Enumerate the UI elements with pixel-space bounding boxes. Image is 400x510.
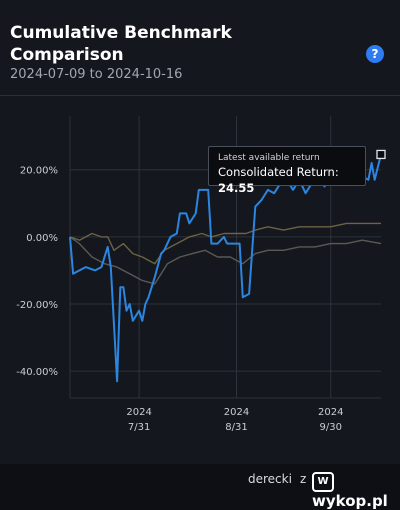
card-header: Cumulative Benchmark Comparison 2024-07-… [0, 0, 400, 96]
tooltip-heading: Latest available return [218, 153, 320, 163]
chart-title: Cumulative Benchmark Comparison [10, 23, 232, 65]
help-icon[interactable]: ? [366, 45, 384, 63]
date-range: 2024-07-09 to 2024-10-16 [10, 67, 183, 82]
watermark-footer: derecki z Wwykop.pl [0, 464, 400, 510]
tooltip-label: Consolidated Return: [218, 165, 339, 179]
wykop-logo-icon: W [312, 472, 334, 492]
x-tick-label: 9/30 [320, 422, 342, 433]
tooltip-value: 24.55 [218, 181, 255, 195]
chart-area: 20.00% 0.00% -20.00% -40.00% 2024 7/31 2024 8/3… [0, 96, 400, 464]
y-tick-label: 0.00% [26, 233, 58, 244]
latest-point-marker[interactable] [376, 149, 386, 160]
x-tick-label: 7/31 [128, 422, 150, 433]
series-line-benchmark-a [69, 222, 381, 265]
x-tick-year: 2024 [224, 407, 249, 418]
benchmark-chart[interactable]: 20.00% 0.00% -20.00% -40.00% 2024 7/31 2024 8/3… [0, 96, 400, 464]
series-line-benchmark-b [69, 236, 382, 285]
latest-return-tooltip: Latest available return Consolidated Ret… [208, 146, 366, 195]
benchmark-card: Cumulative Benchmark Comparison 2024-07-… [0, 0, 400, 464]
wykop-logo-text: wykop.pl [312, 492, 388, 510]
x-tick-year: 2024 [318, 407, 343, 418]
wykop-logo: Wwykop.pl [312, 468, 400, 510]
footer-username: derecki [248, 472, 292, 486]
footer-connector: z [300, 472, 307, 486]
x-tick-label: 8/31 [225, 422, 247, 433]
y-tick-label: -40.00% [16, 367, 58, 378]
x-tick-year: 2024 [126, 407, 151, 418]
y-tick-label: 20.00% [20, 166, 58, 177]
tooltip-body: Consolidated Return: 24.55 [218, 164, 365, 196]
y-tick-label: -20.00% [16, 300, 58, 311]
